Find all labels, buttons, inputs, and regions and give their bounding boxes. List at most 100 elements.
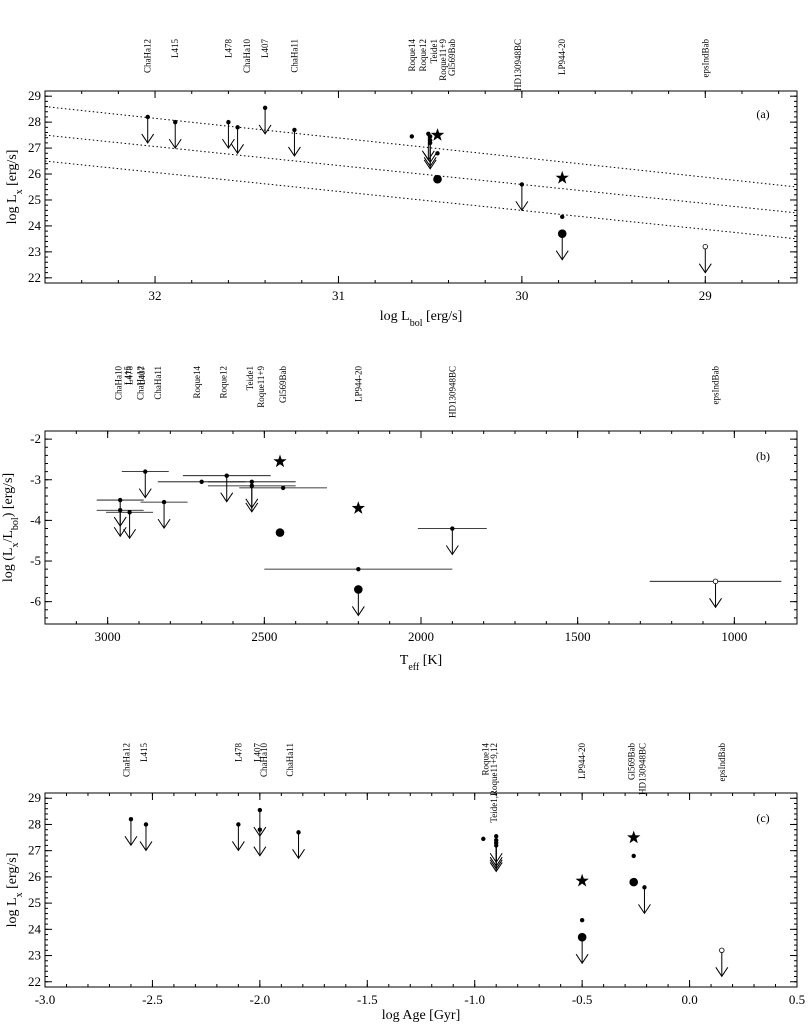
data-point [296, 830, 301, 835]
data-point [579, 917, 585, 923]
x-tick-label: 2000 [408, 629, 434, 644]
upper-limit-arrowhead [220, 492, 234, 503]
upper-limit-arrowhead [141, 133, 155, 144]
y-tick-label: 29 [28, 790, 41, 805]
upper-limit-arrowhead [698, 263, 712, 274]
x-tick-label: -3.0 [35, 992, 56, 1007]
data-point [409, 134, 415, 139]
y-axis-title: log (Lx/Lbol) [erg/s] [1, 473, 21, 582]
x-tick-label: 3000 [95, 629, 121, 644]
y-tick-label: 26 [28, 166, 42, 181]
x-tick-label: 0.0 [681, 992, 697, 1007]
source-label: Roque11+9 [438, 39, 448, 81]
data-point-open [712, 578, 719, 585]
panel-label: (a) [756, 107, 769, 121]
source-label: LP944-20 [557, 39, 567, 76]
source-label: Roque14 [407, 39, 417, 72]
upper-limit-arrowhead [253, 846, 267, 857]
upper-limit-arrowhead [258, 124, 272, 135]
source-label: Roque14 [192, 366, 202, 399]
upper-limit-arrowhead [124, 835, 138, 847]
source-label: Teide1,Roque11+9,12 [489, 743, 499, 823]
source-label: LP944-20 [353, 366, 363, 403]
data-point [427, 134, 433, 139]
data-point [127, 510, 132, 515]
y-tick-label: 28 [28, 816, 41, 831]
source-label: L478 [125, 366, 135, 385]
upper-limit-arrowhead [157, 518, 171, 530]
x-axis-title: log Age [Gyr] [382, 1008, 461, 1023]
y-tick-label: 29 [28, 88, 41, 103]
upper-limit-arrowhead [638, 904, 651, 915]
y-tick-label: 23 [28, 948, 41, 963]
source-label: epsIndBab [717, 743, 727, 782]
y-axis-title: log Lx [erg/s] [5, 150, 25, 225]
data-point [519, 182, 525, 187]
source-label: ChaHa10 [114, 366, 124, 400]
data-point [199, 479, 204, 484]
source-label: Gl569Bab [278, 366, 288, 403]
upper-limit-arrowhead [123, 528, 137, 540]
x-tick-label: -0.5 [572, 992, 593, 1007]
x-tick-label: -2.5 [142, 992, 163, 1007]
data-point [450, 526, 455, 531]
upper-limit-arrowhead [515, 201, 529, 212]
chart-panel-3: 22 23 24 25 26 27 28 29 -3.0 -2.5 -2.0 -1.5 -1.0 -0.5… [5, 743, 805, 1024]
x-tick-label: 1000 [721, 629, 747, 644]
y-tick-label: 26 [28, 869, 42, 884]
data-point [249, 479, 254, 484]
upper-limit-arrowhead [231, 841, 245, 852]
x-tick-label: 30 [515, 288, 528, 303]
y-tick-label: -4 [30, 512, 41, 527]
data-point-large [557, 229, 567, 239]
plot-frame [44, 430, 798, 625]
data-point-star [273, 454, 287, 468]
panel-label: (c) [756, 811, 769, 825]
x-tick-label: 32 [149, 288, 162, 303]
data-point [262, 105, 268, 111]
data-point-large [275, 528, 285, 537]
source-label: Teide1 [429, 39, 439, 63]
data-point-large [354, 585, 363, 594]
source-label: ChaHa12 [136, 366, 146, 400]
data-point-star [351, 501, 365, 514]
y-tick-label: 24 [28, 218, 42, 233]
data-point [435, 151, 440, 156]
source-label: Roque14 [480, 743, 490, 776]
data-point [236, 822, 241, 827]
data-point-open [719, 947, 725, 953]
data-point-star [575, 873, 589, 887]
data-point [642, 885, 647, 890]
x-tick-label: -1.5 [357, 992, 378, 1007]
source-label: ChaHa11 [289, 39, 299, 73]
x-axis-title: Teff [K] [400, 653, 442, 673]
data-point [631, 853, 636, 859]
upper-limit-arrowhead [575, 953, 589, 965]
data-point [481, 836, 486, 842]
source-label: L415 [139, 743, 149, 762]
data-point [560, 214, 565, 220]
saturation-line [45, 160, 797, 240]
x-axis-title: log Lbol [erg/s] [380, 309, 463, 329]
data-point [427, 140, 433, 146]
data-point [292, 127, 297, 133]
source-label: HD130948BC [513, 39, 523, 91]
upper-limit-arrowhead [489, 862, 503, 873]
upper-limit-arrowhead [221, 138, 235, 150]
chart-panel-1: 22 23 24 25 26 27 28 29 32 31 30 29 ChaHa12 L415 L478 C… [5, 39, 798, 329]
y-tick-label: 23 [28, 244, 41, 259]
data-point [145, 114, 150, 120]
x-tick-label: -2.0 [250, 992, 271, 1007]
source-label: L407 [137, 366, 147, 385]
plot-frame [44, 792, 798, 988]
source-label: Roque12 [219, 366, 229, 399]
panel-label: (b) [756, 449, 770, 463]
data-point [235, 125, 240, 130]
y-tick-label: 24 [28, 921, 42, 936]
data-point [173, 119, 178, 125]
upper-limit-arrowhead [288, 146, 301, 157]
x-tick-label: 1500 [565, 629, 591, 644]
data-point-large [433, 174, 442, 184]
source-label: epsIndBab [700, 39, 710, 78]
source-label: LP944-20 [577, 743, 587, 780]
